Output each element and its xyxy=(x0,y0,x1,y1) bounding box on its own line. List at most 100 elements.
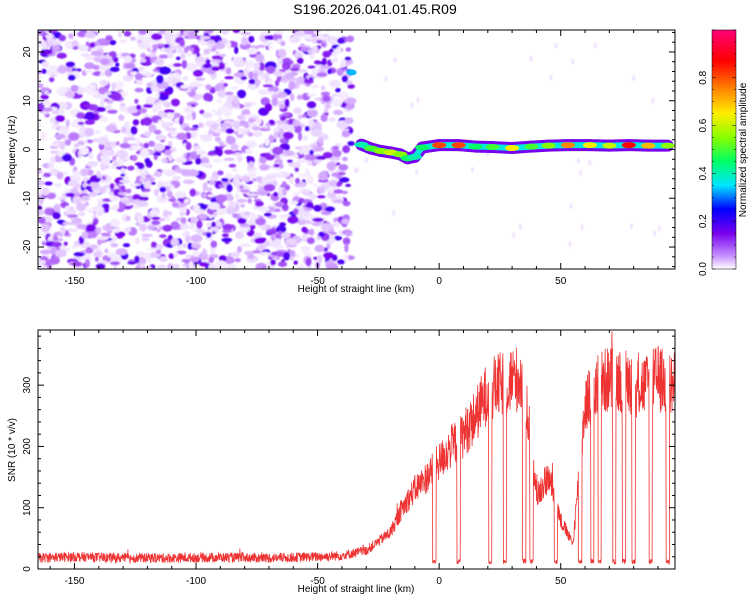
noise-blob xyxy=(97,236,109,240)
noise-blob xyxy=(305,126,310,131)
noise-blob xyxy=(135,73,143,80)
noise-blob xyxy=(96,227,101,234)
colorbar-label: Normalized spectral amplitude xyxy=(738,82,749,217)
noise-blob xyxy=(111,92,122,101)
noise-blob xyxy=(100,155,110,159)
noise-blob xyxy=(298,132,302,141)
noise-blob xyxy=(127,261,136,264)
noise-blob xyxy=(41,41,47,49)
noise-blob xyxy=(278,57,283,65)
noise-blob xyxy=(588,160,591,166)
noise-blob xyxy=(344,243,348,252)
noise-blob xyxy=(82,231,89,239)
noise-blob xyxy=(148,248,159,251)
noise-blob xyxy=(234,46,238,54)
noise-blob xyxy=(321,114,328,122)
noise-blob xyxy=(211,241,218,248)
noise-blob xyxy=(144,181,152,189)
noise-blob xyxy=(76,203,86,212)
noise-blob xyxy=(74,143,80,147)
noise-blob xyxy=(308,119,314,127)
noise-blob xyxy=(577,158,580,164)
y-tick-label: 20 xyxy=(22,46,33,58)
noise-blob xyxy=(186,63,197,72)
noise-blob xyxy=(154,171,162,177)
noise-blob xyxy=(105,105,112,110)
noise-blob xyxy=(71,262,82,267)
noise-blob xyxy=(214,148,223,154)
noise-blob xyxy=(342,157,348,161)
signal-point xyxy=(452,142,466,148)
noise-blob xyxy=(345,57,352,61)
noise-blob xyxy=(173,176,181,181)
noise-blob xyxy=(208,264,215,269)
noise-blob xyxy=(71,245,78,248)
noise-blob xyxy=(184,199,189,204)
noise-blob xyxy=(147,54,157,57)
noise-blob xyxy=(237,90,246,99)
noise-blob xyxy=(236,232,244,239)
noise-blob xyxy=(209,257,214,263)
noise-blob xyxy=(345,184,351,187)
noise-blob xyxy=(327,263,339,272)
noise-blob xyxy=(104,249,108,254)
noise-blob xyxy=(84,128,94,137)
noise-blob xyxy=(151,217,160,220)
noise-blob xyxy=(163,210,169,218)
spectrogram-x-label: Height of straight line (km) xyxy=(298,284,415,295)
noise-blob xyxy=(309,150,314,155)
noise-blob xyxy=(135,88,144,93)
noise-blob xyxy=(257,190,268,195)
noise-blob xyxy=(104,92,111,95)
noise-blob xyxy=(304,208,313,211)
noise-blob xyxy=(152,40,164,44)
noise-blob xyxy=(651,98,654,104)
noise-blob xyxy=(193,70,203,77)
noise-blob xyxy=(283,132,294,139)
noise-blob xyxy=(167,51,174,59)
noise-blob xyxy=(246,141,257,148)
noise-blob xyxy=(208,130,213,135)
noise-blob xyxy=(83,140,87,144)
noise-blob xyxy=(196,53,200,58)
noise-blob xyxy=(235,258,241,262)
noise-blob xyxy=(119,180,130,183)
noise-blob xyxy=(280,116,286,121)
noise-blob xyxy=(119,106,126,111)
noise-blob xyxy=(217,90,226,98)
noise-blob xyxy=(54,134,65,139)
noise-blob xyxy=(263,126,268,129)
noise-blob xyxy=(247,47,258,54)
noise-blob xyxy=(35,169,42,174)
noise-blob xyxy=(306,257,312,266)
noise-blob xyxy=(55,115,65,122)
noise-blob xyxy=(59,35,66,42)
noise-blob xyxy=(151,220,160,225)
noise-blob xyxy=(237,246,242,253)
noise-blob xyxy=(143,104,153,108)
noise-blob xyxy=(65,206,70,210)
noise-blob xyxy=(209,181,216,185)
noise-blob xyxy=(285,99,290,107)
noise-blob xyxy=(132,194,141,200)
noise-blob xyxy=(365,157,368,163)
noise-blob xyxy=(294,261,298,265)
noise-blob xyxy=(314,60,321,64)
noise-blob xyxy=(200,36,211,40)
noise-blob xyxy=(190,217,197,224)
noise-blob xyxy=(180,54,185,60)
noise-blob xyxy=(121,174,126,177)
noise-blob xyxy=(202,250,206,259)
noise-blob xyxy=(313,184,319,187)
noise-blob xyxy=(274,30,283,34)
noise-blob xyxy=(208,215,213,219)
noise-blob xyxy=(157,265,166,268)
noise-blob xyxy=(212,109,216,112)
noise-blob xyxy=(276,173,282,178)
noise-blob xyxy=(100,117,108,122)
noise-blob xyxy=(337,172,345,176)
noise-blob xyxy=(325,206,335,211)
noise-blob xyxy=(184,114,193,120)
noise-blob xyxy=(279,104,285,109)
